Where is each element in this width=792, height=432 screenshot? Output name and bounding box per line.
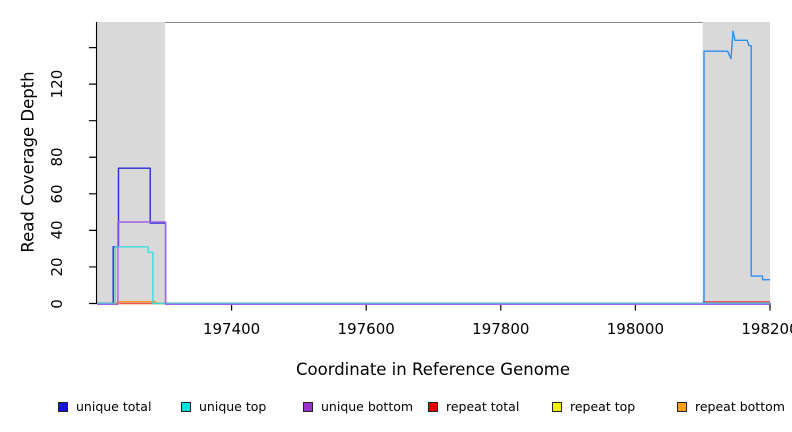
- legend-swatch-icon: [428, 402, 438, 412]
- x-tick-label: 197600: [337, 320, 395, 338]
- y-tick-label: 40: [48, 220, 66, 240]
- legend-label: unique bottom: [321, 399, 414, 414]
- legend-item-repeat-bottom: repeat bottom: [677, 400, 785, 414]
- series-line-unique-total: [97, 167, 770, 305]
- x-axis-title: Coordinate in Reference Genome: [295, 360, 571, 379]
- axis-tick-marks: [89, 46, 771, 311]
- y-tick-label: 60: [48, 184, 66, 204]
- repeat-region-band: [97, 22, 165, 304]
- legend-item-unique-total: unique total: [58, 400, 151, 414]
- x-tick-label: 198000: [606, 320, 665, 338]
- legend-swatch-icon: [552, 402, 562, 412]
- x-tick-label: 197400: [202, 320, 261, 338]
- plot-box-border: [97, 22, 770, 304]
- y-axis-title: Read Coverage Depth: [18, 71, 38, 253]
- legend-swatch-icon: [677, 402, 687, 412]
- y-tick-label: 80: [48, 147, 66, 167]
- legend-swatch-icon: [303, 402, 313, 412]
- y-tick-label: 120: [48, 69, 66, 99]
- y-tick-label: 0: [48, 298, 66, 309]
- legend-label: repeat bottom: [695, 399, 785, 414]
- y-tick-label: 20: [48, 257, 66, 277]
- legend-item-unique-top: unique top: [181, 400, 266, 414]
- legend-label: unique total: [76, 399, 152, 414]
- x-tick-label: 197800: [472, 320, 530, 338]
- repeat-region-band: [702, 22, 770, 304]
- legend-label: unique top: [199, 399, 267, 414]
- legend-swatch-icon: [181, 402, 191, 412]
- legend-item-repeat-top: repeat top: [552, 400, 635, 414]
- series-line-unique-bottom: [97, 221, 770, 305]
- legend-swatch-icon: [58, 402, 68, 412]
- legend-item-repeat-total: repeat total: [428, 400, 519, 414]
- series-line-unlabeled-blue-right-repeat-region-: [703, 30, 770, 304]
- legend-item-unique-bottom: unique bottom: [303, 400, 413, 414]
- axis-lines: [95, 22, 771, 305]
- legend-label: repeat total: [446, 399, 520, 414]
- legend-label: repeat top: [570, 399, 636, 414]
- series-line-unique-top: [97, 246, 770, 305]
